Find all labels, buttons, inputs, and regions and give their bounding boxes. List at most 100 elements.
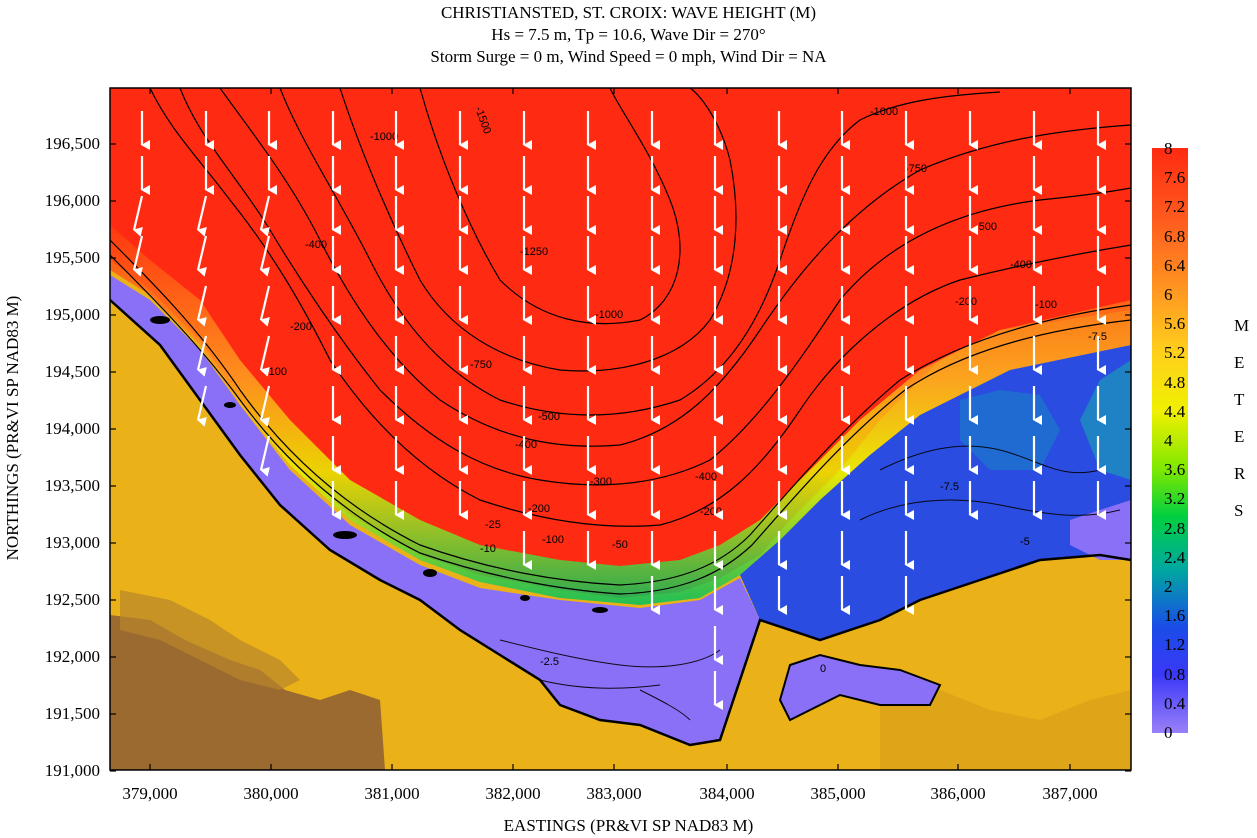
y-tick-label: 191,500 — [44, 704, 100, 723]
wave-direction-arrow — [259, 385, 271, 427]
y-tick-label: 192,000 — [44, 647, 100, 666]
y-tick-label: 194,000 — [44, 419, 100, 438]
colorbar-tick-label: 3.2 — [1164, 489, 1186, 509]
svg-text:-400: -400 — [695, 471, 717, 483]
svg-text:-400: -400 — [515, 439, 537, 451]
colorbar-tick-label: 2.8 — [1164, 518, 1186, 538]
wave-direction-arrow — [132, 235, 144, 277]
wave-direction-arrow — [196, 285, 208, 327]
svg-text:-1000: -1000 — [595, 309, 623, 321]
colorbar-tick-label: 1.2 — [1164, 635, 1186, 655]
colorbar-unit-letter: S — [1234, 501, 1244, 520]
svg-text:-25: -25 — [485, 519, 501, 531]
colorbar-tick-label: 3.6 — [1164, 460, 1186, 480]
svg-text:-2.5: -2.5 — [540, 656, 559, 668]
y-tick-label: 191,000 — [44, 761, 100, 780]
coastline — [110, 299, 1131, 747]
y-tick-label: 196,500 — [44, 134, 100, 153]
depth-contours — [110, 88, 1131, 595]
y-tick-label: 193,000 — [44, 533, 100, 552]
svg-text:-5: -5 — [1020, 536, 1030, 548]
x-tick-label: 381,000 — [364, 784, 420, 803]
wave-direction-arrow — [196, 335, 208, 377]
colorbar-tick-label: 5.6 — [1164, 314, 1186, 334]
svg-text:-200: -200 — [955, 296, 977, 308]
y-tick-label: 193,500 — [44, 476, 100, 495]
colorbar-tick-label: 7.2 — [1164, 197, 1186, 217]
x-tick-label: 380,000 — [243, 784, 299, 803]
x-tick-label: 383,000 — [586, 784, 642, 803]
x-tick-label: 385,000 — [810, 784, 866, 803]
svg-text:-750: -750 — [470, 359, 492, 371]
x-tick-label: 382,000 — [485, 784, 541, 803]
colorbar-unit-letter: E — [1234, 427, 1245, 446]
svg-text:-1000: -1000 — [870, 106, 898, 118]
svg-text:-750: -750 — [905, 163, 927, 175]
y-tick-label: 195,500 — [44, 248, 100, 267]
y-tick-label: 194,500 — [44, 362, 100, 381]
wave-direction-arrow — [132, 195, 144, 237]
svg-text:-300: -300 — [590, 476, 612, 488]
colorbar-tick-label: 8 — [1164, 139, 1173, 158]
svg-text:-200: -200 — [700, 506, 722, 518]
svg-text:-50: -50 — [612, 539, 628, 551]
wave-direction-arrow — [259, 435, 271, 477]
colorbar — [1152, 148, 1188, 733]
svg-text:-500: -500 — [975, 221, 997, 233]
colorbar-tick-label: 0.4 — [1164, 693, 1186, 713]
y-tick-label: 195,000 — [44, 305, 100, 324]
map-title: CHRISTIANSTED, ST. CROIX: WAVE HEIGHT (M… — [440, 3, 817, 22]
svg-text:-200: -200 — [290, 321, 312, 333]
colorbar-tick-label: 2.4 — [1164, 547, 1186, 567]
colorbar-tick-label: 6.8 — [1164, 226, 1186, 246]
svg-text:-7.5: -7.5 — [940, 481, 959, 493]
x-tick-label: 386,000 — [930, 784, 986, 803]
wave-direction-arrow — [259, 235, 271, 277]
svg-text:-400: -400 — [305, 239, 327, 251]
x-tick-label: 384,000 — [699, 784, 755, 803]
colorbar-tick-label: 6 — [1164, 285, 1173, 304]
colorbar-unit-letter: T — [1234, 390, 1245, 409]
svg-text:-100: -100 — [1035, 299, 1057, 311]
svg-text:-200: -200 — [528, 503, 550, 515]
svg-text:-10: -10 — [480, 543, 496, 555]
wave-direction-arrow — [259, 335, 271, 377]
x-axis-label: EASTINGS (PR&VI SP NAD83 M) — [503, 816, 754, 835]
colorbar-tick-label: 4 — [1164, 431, 1173, 450]
x-tick-label: 387,000 — [1042, 784, 1098, 803]
colorbar-tick-label: 2 — [1164, 577, 1173, 596]
wave-direction-arrow — [196, 195, 208, 237]
svg-text:0: 0 — [820, 663, 826, 675]
svg-text:-1000: -1000 — [370, 131, 398, 143]
wave-vectors — [132, 111, 1106, 710]
hill-area — [110, 615, 385, 770]
colorbar-tick-label: 5.2 — [1164, 343, 1186, 363]
colorbar-tick-label: 4.4 — [1164, 401, 1186, 421]
x-tick-label: 379,000 — [122, 784, 178, 803]
colorbar-tick-label: 4.8 — [1164, 372, 1186, 392]
colorbar-tick-label: 6.4 — [1164, 255, 1186, 275]
colorbar-tick-label: 7.6 — [1164, 168, 1186, 188]
lagoon-water — [110, 275, 760, 745]
wave-direction-arrow — [259, 195, 271, 237]
svg-text:-1250: -1250 — [520, 246, 548, 258]
colorbar-tick-label: 1.6 — [1164, 606, 1186, 626]
colorbar-unit-letter: R — [1234, 464, 1246, 483]
colorbar-tick-label: 0.8 — [1164, 664, 1186, 684]
map-subtitle-storm: Storm Surge = 0 m, Wind Speed = 0 mph, W… — [430, 47, 827, 66]
colorbar-tick-label: 0 — [1164, 723, 1173, 742]
colorbar-unit-letter: E — [1234, 353, 1245, 372]
svg-text:-400: -400 — [1010, 259, 1032, 271]
svg-text:-100: -100 — [265, 366, 287, 378]
wave-direction-arrow — [259, 285, 271, 327]
y-tick-label: 196,000 — [44, 191, 100, 210]
svg-text:-500: -500 — [538, 411, 560, 423]
wave-direction-arrow — [196, 385, 208, 427]
y-tick-label: 192,500 — [44, 590, 100, 609]
deep-water — [110, 88, 1131, 598]
wave-direction-arrow — [196, 235, 208, 277]
map-subtitle-wave: Hs = 7.5 m, Tp = 10.6, Wave Dir = 270° — [491, 25, 766, 44]
svg-text:-100: -100 — [542, 534, 564, 546]
colorbar-unit-letter: M — [1234, 316, 1250, 335]
